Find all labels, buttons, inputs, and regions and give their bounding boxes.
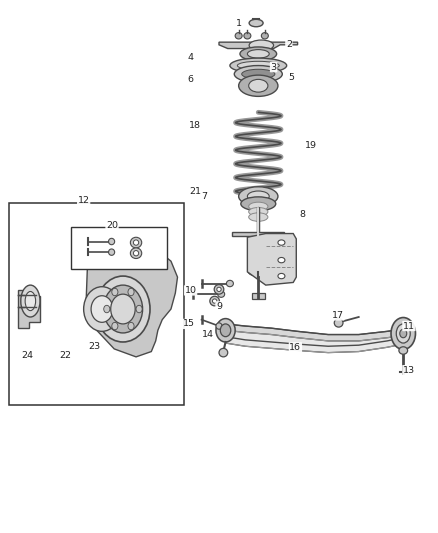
- Text: 17: 17: [332, 311, 344, 320]
- Text: 6: 6: [187, 75, 194, 84]
- Ellipse shape: [239, 187, 278, 206]
- Polygon shape: [226, 324, 403, 346]
- Text: 5: 5: [288, 73, 294, 82]
- Ellipse shape: [399, 347, 408, 354]
- Text: 12: 12: [78, 196, 90, 205]
- Ellipse shape: [109, 238, 115, 245]
- Ellipse shape: [278, 273, 285, 279]
- Ellipse shape: [112, 288, 118, 296]
- Text: 7: 7: [201, 192, 207, 201]
- Text: 3: 3: [271, 63, 277, 71]
- Ellipse shape: [91, 296, 113, 322]
- Ellipse shape: [84, 287, 120, 332]
- Ellipse shape: [249, 213, 268, 221]
- Text: 11: 11: [403, 321, 415, 330]
- Ellipse shape: [239, 75, 278, 96]
- Polygon shape: [219, 42, 297, 49]
- Polygon shape: [248, 251, 268, 272]
- Ellipse shape: [216, 319, 235, 342]
- Polygon shape: [247, 233, 296, 285]
- Ellipse shape: [217, 287, 221, 292]
- Text: 1: 1: [236, 19, 242, 28]
- Text: 20: 20: [106, 221, 118, 230]
- Ellipse shape: [104, 305, 110, 313]
- Text: 19: 19: [305, 141, 317, 150]
- Ellipse shape: [214, 285, 224, 294]
- Ellipse shape: [216, 323, 222, 329]
- Ellipse shape: [241, 197, 276, 211]
- Text: 8: 8: [299, 210, 305, 219]
- Ellipse shape: [249, 202, 268, 211]
- Polygon shape: [226, 330, 403, 353]
- Ellipse shape: [111, 294, 135, 324]
- Text: 24: 24: [22, 351, 34, 360]
- Ellipse shape: [242, 69, 275, 79]
- Ellipse shape: [248, 268, 268, 276]
- Ellipse shape: [400, 329, 407, 338]
- Ellipse shape: [248, 246, 268, 255]
- Ellipse shape: [234, 66, 283, 83]
- Ellipse shape: [278, 257, 285, 263]
- Ellipse shape: [235, 33, 242, 39]
- Ellipse shape: [249, 207, 268, 216]
- Polygon shape: [18, 290, 40, 328]
- Text: 21: 21: [189, 187, 201, 196]
- Ellipse shape: [391, 318, 416, 350]
- Text: 2: 2: [286, 40, 292, 49]
- Ellipse shape: [249, 19, 263, 27]
- Ellipse shape: [220, 324, 231, 337]
- Ellipse shape: [131, 248, 142, 259]
- Ellipse shape: [249, 40, 274, 51]
- Text: 14: 14: [202, 330, 214, 339]
- FancyBboxPatch shape: [71, 227, 166, 269]
- Ellipse shape: [261, 33, 268, 39]
- FancyBboxPatch shape: [10, 203, 184, 405]
- Ellipse shape: [131, 237, 142, 248]
- Ellipse shape: [334, 319, 343, 327]
- Ellipse shape: [219, 349, 228, 357]
- Ellipse shape: [249, 79, 268, 92]
- Ellipse shape: [112, 322, 118, 330]
- Ellipse shape: [128, 322, 134, 330]
- Ellipse shape: [218, 291, 225, 297]
- Ellipse shape: [230, 58, 287, 73]
- Ellipse shape: [278, 240, 285, 245]
- Ellipse shape: [226, 280, 233, 287]
- Text: 9: 9: [216, 302, 222, 311]
- Text: 18: 18: [189, 121, 201, 130]
- Polygon shape: [86, 241, 177, 357]
- Ellipse shape: [247, 50, 269, 58]
- Ellipse shape: [21, 285, 40, 317]
- Ellipse shape: [96, 276, 150, 342]
- Ellipse shape: [109, 249, 115, 255]
- Text: 16: 16: [290, 343, 301, 352]
- Ellipse shape: [396, 324, 410, 343]
- Text: 10: 10: [185, 286, 197, 295]
- Text: 22: 22: [59, 351, 71, 360]
- Ellipse shape: [136, 305, 142, 313]
- Ellipse shape: [212, 299, 217, 303]
- Ellipse shape: [128, 288, 134, 296]
- Text: 4: 4: [187, 53, 194, 61]
- Ellipse shape: [240, 47, 277, 61]
- Text: 15: 15: [184, 319, 195, 328]
- Ellipse shape: [244, 33, 251, 39]
- Ellipse shape: [134, 240, 139, 245]
- Polygon shape: [232, 232, 285, 236]
- Ellipse shape: [247, 191, 269, 201]
- Text: 23: 23: [88, 342, 101, 351]
- Ellipse shape: [25, 292, 35, 311]
- Ellipse shape: [103, 285, 143, 333]
- Text: 13: 13: [403, 366, 415, 375]
- Ellipse shape: [210, 296, 219, 306]
- Ellipse shape: [134, 251, 139, 256]
- Ellipse shape: [237, 61, 279, 70]
- Polygon shape: [252, 293, 265, 300]
